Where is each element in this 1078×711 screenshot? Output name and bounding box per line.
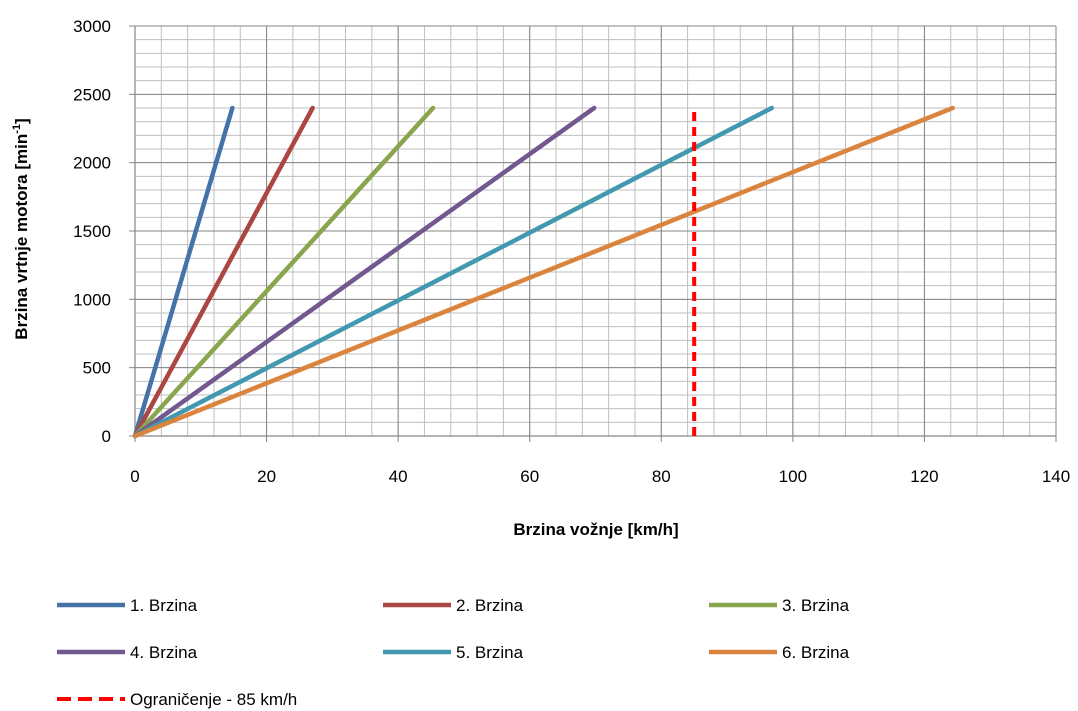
- y-tick-label: 1000: [73, 290, 111, 309]
- x-tick-label: 120: [910, 467, 938, 486]
- x-axis-title: Brzina vožnje [km/h]: [513, 520, 678, 539]
- y-tick-label: 2000: [73, 154, 111, 173]
- y-tick-label: 2500: [73, 85, 111, 104]
- series-line-1: [132, 105, 235, 439]
- y-tick-label: 3000: [73, 17, 111, 36]
- series-line-3: [132, 105, 436, 439]
- legend-label-1: 1. Brzina: [130, 596, 198, 615]
- grid: [134, 25, 1057, 437]
- legend-label-6: 6. Brzina: [782, 643, 850, 662]
- x-tick-label: 40: [389, 467, 408, 486]
- series-line-4: [132, 105, 597, 439]
- y-axis-title-sup: -1: [11, 124, 23, 134]
- y-tick-label: 0: [102, 427, 111, 446]
- x-tick-label: 20: [257, 467, 276, 486]
- legend-label-2: 2. Brzina: [456, 596, 524, 615]
- series-group: [132, 105, 955, 439]
- x-tick-label: 140: [1042, 467, 1070, 486]
- legend: 1. Brzina 2. Brzina 3. Brzina 4. Brzina 5. B…: [57, 596, 850, 709]
- legend-label-3: 3. Brzina: [782, 596, 850, 615]
- legend-label-5: 5. Brzina: [456, 643, 524, 662]
- y-axis-title-main: Brzina vrtnje motora [min: [12, 134, 31, 340]
- x-tick-label: 80: [652, 467, 671, 486]
- series-line-6: [132, 105, 955, 439]
- y-tick-label: 500: [83, 359, 111, 378]
- y-axis-title: Brzina vrtnje motora [min-1]: [11, 118, 31, 339]
- x-tick-label: 100: [779, 467, 807, 486]
- axes: [129, 25, 1057, 442]
- y-tick-label: 1500: [73, 222, 111, 241]
- tick-labels: 0 20 40 60 80 100 120 140 0 500 1000 1500 2000 2500 30…: [73, 17, 1070, 486]
- x-tick-label: 60: [520, 467, 539, 486]
- series-line-5: [132, 105, 775, 439]
- legend-label-7: Ograničenje - 85 km/h: [130, 690, 297, 709]
- series-line-2: [132, 105, 315, 439]
- y-axis-title-end: ]: [12, 118, 31, 124]
- legend-label-4: 4. Brzina: [130, 643, 198, 662]
- x-tick-label: 0: [130, 467, 139, 486]
